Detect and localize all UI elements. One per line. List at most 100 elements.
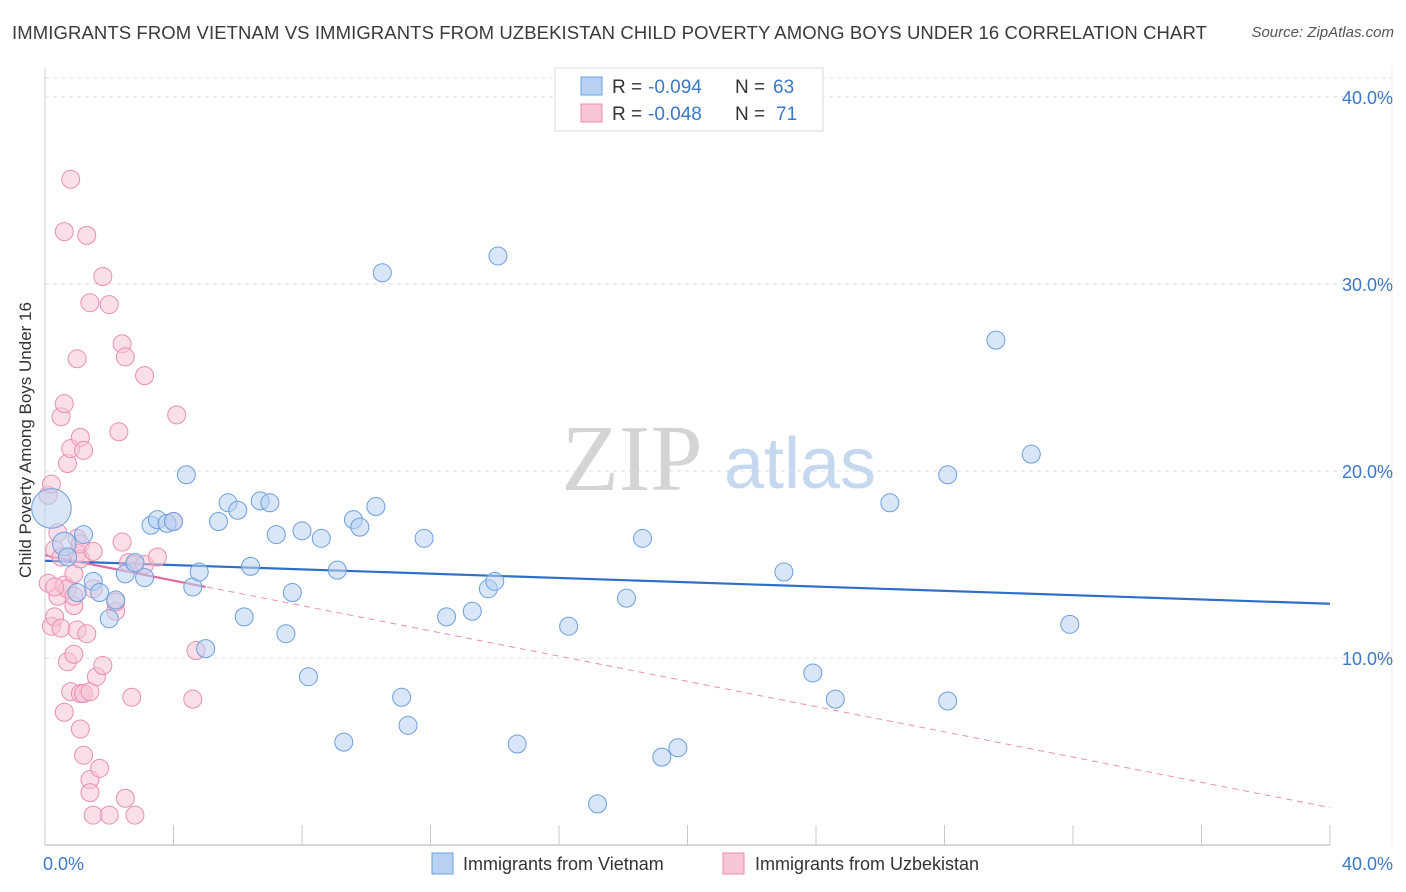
vietnam-point-58 — [938, 465, 958, 485]
uzbekistan-point-62 — [135, 366, 155, 386]
watermark-atlas: atlas — [724, 424, 876, 504]
vietnam-point-26 — [260, 493, 280, 513]
uzbekistan-point-57 — [115, 788, 135, 808]
vietnam-point-30 — [292, 521, 312, 541]
vietnam-point-47 — [507, 734, 527, 754]
vietnam-point-37 — [366, 497, 386, 517]
vietnam-point-57 — [880, 493, 900, 513]
uzbekistan-point-37 — [77, 624, 97, 644]
y-tick-labels: 10.0% 20.0% 30.0% 40.0% — [1342, 88, 1393, 669]
uzbekistan-point-14 — [54, 394, 74, 414]
uzbekistan-point-12 — [54, 702, 74, 722]
vietnam-point-38 — [372, 263, 392, 283]
vietnam-point-52 — [652, 747, 672, 767]
vietnam-point-60 — [986, 330, 1006, 350]
bottom-legend-swatch-uzbekistan — [722, 852, 745, 875]
vietnam-point-33 — [327, 560, 347, 580]
vietnam-point-20 — [208, 511, 228, 531]
uzbekistan-point-35 — [74, 440, 94, 460]
vietnam-point-7 — [99, 609, 119, 629]
trendlines — [44, 554, 1331, 809]
vietnam-point-2 — [57, 547, 77, 567]
axes — [44, 68, 1393, 846]
chart-title: IMMIGRANTS FROM VIETNAM VS IMMIGRANTS FR… — [12, 22, 1207, 43]
uzbekistan-point-31 — [70, 719, 90, 739]
uzbekistan-point-43 — [83, 541, 103, 561]
y-tick-label-3: 40.0% — [1342, 88, 1393, 108]
legend-swatch-uzbekistan — [580, 103, 603, 123]
uzbekistan-point-61 — [125, 805, 145, 825]
vietnam-point-46 — [488, 246, 508, 266]
vietnam-point-18 — [189, 562, 209, 582]
uzbekistan-point-39 — [80, 293, 100, 313]
vietnam-point-51 — [633, 528, 653, 548]
legend-r-value-uzbekistan: -0.048 — [648, 104, 702, 125]
vietnam-point-29 — [282, 583, 302, 603]
uzbekistan-point-55 — [112, 532, 132, 552]
legend-r-label-uzbekistan: R = — [612, 104, 642, 125]
vietnam-point-50 — [616, 588, 636, 608]
uzbekistan-point-59 — [122, 687, 142, 707]
vietnam-point-55 — [803, 663, 823, 683]
uzbekistan-point-38 — [77, 225, 97, 245]
legend-n-label-uzbekistan: N = — [735, 104, 765, 125]
uzbekistan-point-24 — [64, 644, 84, 664]
top-legend: R = -0.094 N = 63 R = -0.048 N = 71 — [554, 67, 824, 132]
vietnam-point-45 — [485, 571, 505, 591]
uzbekistan-point-33 — [74, 745, 94, 765]
vietnam-point-53 — [668, 738, 688, 758]
legend-n-label-vietnam: N = — [735, 77, 765, 98]
vietnam-point-8 — [106, 590, 126, 610]
uzbekistan-point-49 — [99, 295, 119, 315]
uzbekistan-point-56 — [115, 347, 135, 367]
watermark-zip: ZIP — [562, 407, 703, 511]
vietnam-point-19 — [196, 639, 216, 659]
uzbekistan-point-65 — [167, 405, 187, 425]
uzbekistan-point-45 — [83, 805, 103, 825]
uzbekistan-point-50 — [99, 805, 119, 825]
legend-n-value-vietnam: 63 — [773, 77, 794, 98]
x-tick-label-1: 40.0% — [1342, 854, 1393, 874]
uzbekistan-point-48 — [93, 655, 113, 675]
legend-n-value-uzbekistan: 71 — [776, 104, 797, 125]
vietnam-point-4 — [67, 583, 87, 603]
vietnam-point-48 — [559, 616, 579, 636]
uzbekistan-point-67 — [183, 689, 203, 709]
vietnam-point-61 — [1021, 444, 1041, 464]
y-tick-label-1: 20.0% — [1342, 462, 1393, 482]
uzbekistan-point-19 — [61, 169, 81, 189]
trendline-uzbekistan-extended — [44, 554, 1331, 809]
vietnam-point-43 — [462, 601, 482, 621]
uzbekistan-point-13 — [54, 222, 74, 242]
bottom-legend-label-vietnam: Immigrants from Vietnam — [463, 854, 664, 874]
vietnam-point-6 — [90, 583, 110, 603]
vietnam-point-59 — [938, 691, 958, 711]
vietnam-point-54 — [774, 562, 794, 582]
vietnam-point-23 — [234, 607, 254, 627]
vietnam-point-42 — [437, 607, 457, 627]
vietnam-point-32 — [311, 528, 331, 548]
vietnam-point-3 — [74, 525, 94, 545]
vietnam-point-39 — [392, 687, 412, 707]
uzbekistan-point-70 — [45, 577, 65, 597]
bottom-legend: Immigrants from Vietnam Immigrants from … — [431, 852, 979, 875]
vietnam-point-10 — [125, 553, 145, 573]
vietnam-point-36 — [350, 517, 370, 537]
vietnam-point-28 — [276, 624, 296, 644]
vietnam-point-62 — [1060, 614, 1080, 634]
vietnam-point-22 — [228, 500, 248, 520]
series-vietnam-points — [31, 246, 1080, 814]
vietnam-point-40 — [398, 715, 418, 735]
source-credit: Source: ZipAtlas.com — [1251, 24, 1394, 41]
uzbekistan-point-53 — [109, 422, 129, 442]
legend-r-label-vietnam: R = — [612, 77, 642, 98]
bottom-legend-label-uzbekistan: Immigrants from Uzbekistan — [755, 854, 979, 874]
vietnam-point-31 — [298, 667, 318, 687]
y-tick-label-2: 30.0% — [1342, 275, 1393, 295]
uzbekistan-point-64 — [147, 547, 167, 567]
vietnam-point-49 — [588, 794, 608, 814]
uzbekistan-point-8 — [51, 618, 71, 638]
vietnam-point-15 — [164, 511, 183, 531]
vietnam-point-24 — [241, 556, 261, 576]
